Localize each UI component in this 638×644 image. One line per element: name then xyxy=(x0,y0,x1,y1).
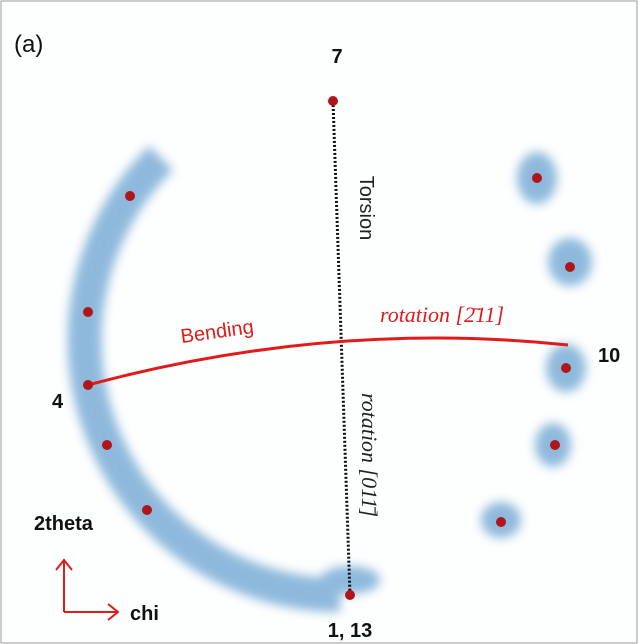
debye-ring xyxy=(67,145,341,613)
peak xyxy=(102,440,112,450)
rotation-label: rotation [2̄11] xyxy=(380,302,504,327)
rotation-label: rotation [011̄] xyxy=(357,393,382,517)
peak xyxy=(565,262,575,272)
point-label: 1, 13 xyxy=(328,620,372,642)
axis-label: chi xyxy=(130,603,159,625)
bending-curve xyxy=(87,336,569,387)
arrow-right xyxy=(64,603,120,621)
peak xyxy=(496,517,506,527)
arrow-up xyxy=(55,558,73,612)
point-label: 10 xyxy=(598,345,620,367)
axis-arrows xyxy=(55,558,120,621)
peak xyxy=(328,96,338,106)
torsion-label: Torsion xyxy=(355,176,377,240)
peak xyxy=(550,440,560,450)
spot xyxy=(320,566,380,594)
peak xyxy=(345,590,355,600)
axis-label: 2theta xyxy=(34,513,94,535)
peak xyxy=(83,307,93,317)
peak xyxy=(532,173,542,183)
peak xyxy=(125,191,135,201)
peaks xyxy=(83,96,575,600)
peak xyxy=(142,505,152,515)
point-label: 4 xyxy=(52,391,64,413)
point-label: 7 xyxy=(331,46,342,68)
peak xyxy=(83,380,93,390)
panel-label: (a) xyxy=(14,31,43,58)
peak xyxy=(561,363,571,373)
